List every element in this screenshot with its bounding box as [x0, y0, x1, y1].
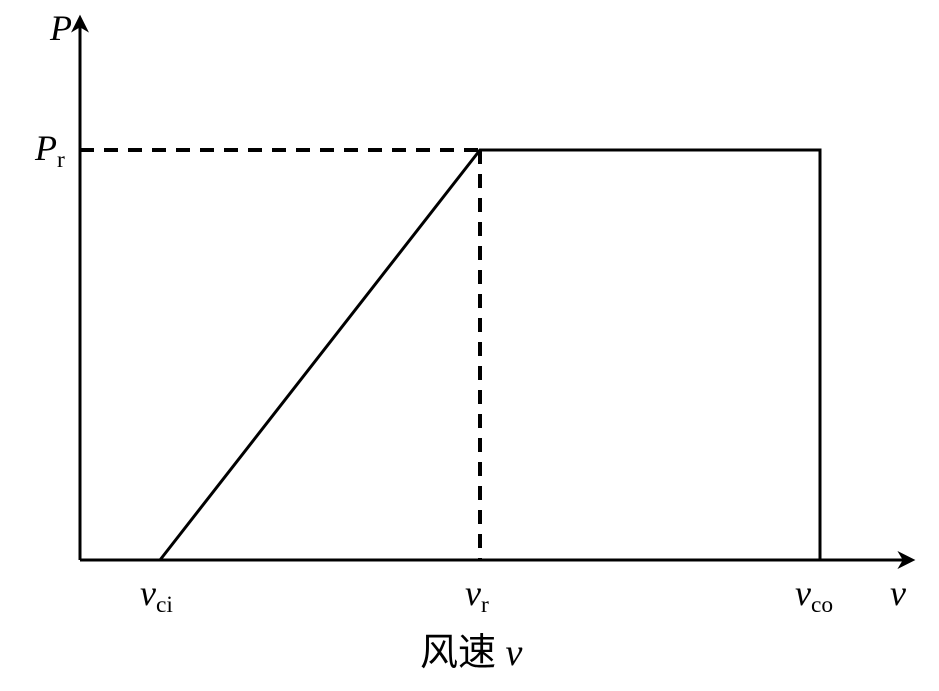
power-curve-diagram: P Pr vci vr vco v 风速 v	[0, 0, 939, 691]
vco-label: vco	[795, 573, 833, 618]
x-axis-label: v	[890, 573, 906, 613]
vr-label: vr	[465, 573, 489, 618]
pr-label: Pr	[34, 128, 65, 173]
y-axis-label: P	[49, 8, 72, 48]
power-curve	[160, 150, 820, 560]
vci-label: vci	[140, 573, 173, 618]
bottom-caption: 风速 v	[420, 632, 523, 674]
